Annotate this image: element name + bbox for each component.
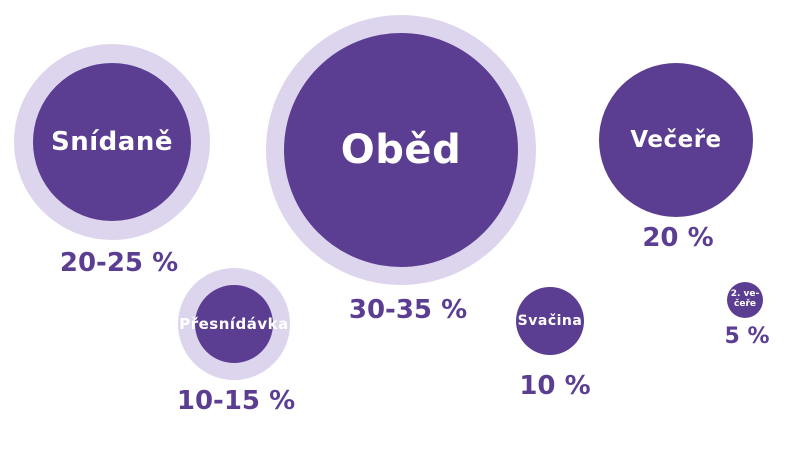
bubble-snidane-percent: 20-25 % — [59, 248, 179, 278]
bubble-presnidavka: Přesnídávka — [178, 268, 290, 380]
bubble-presnidavka-percent: 10-15 % — [176, 386, 296, 416]
bubble-vecere-label: Večeře — [630, 127, 722, 153]
bubble-svacina-percent: 10 % — [519, 371, 591, 401]
bubble-vecere-percent: 20 % — [642, 223, 714, 253]
bubble-druha-vecere-label: 2. ve- čeře — [730, 289, 760, 310]
bubble-druha-vecere: 2. ve- čeře — [727, 282, 763, 318]
bubble-vecere: Večeře — [599, 63, 753, 217]
bubble-snidane: Snídaně — [14, 44, 210, 240]
bubble-obed-percent: 30-35 % — [348, 295, 468, 325]
bubble-druha-vecere-label-line2: čeře — [734, 299, 756, 309]
bubble-druha-vecere-percent: 5 % — [724, 324, 770, 349]
bubble-obed-label: Oběd — [340, 127, 462, 173]
bubble-presnidavka-label: Přesnídávka — [179, 315, 289, 333]
bubble-obed: Oběd — [266, 15, 536, 285]
bubble-snidane-label: Snídaně — [51, 127, 173, 157]
bubble-svacina-label: Svačina — [517, 313, 583, 329]
bubble-druha-vecere-label-line1: 2. ve- — [730, 289, 760, 300]
bubble-svacina: Svačina — [516, 287, 584, 355]
